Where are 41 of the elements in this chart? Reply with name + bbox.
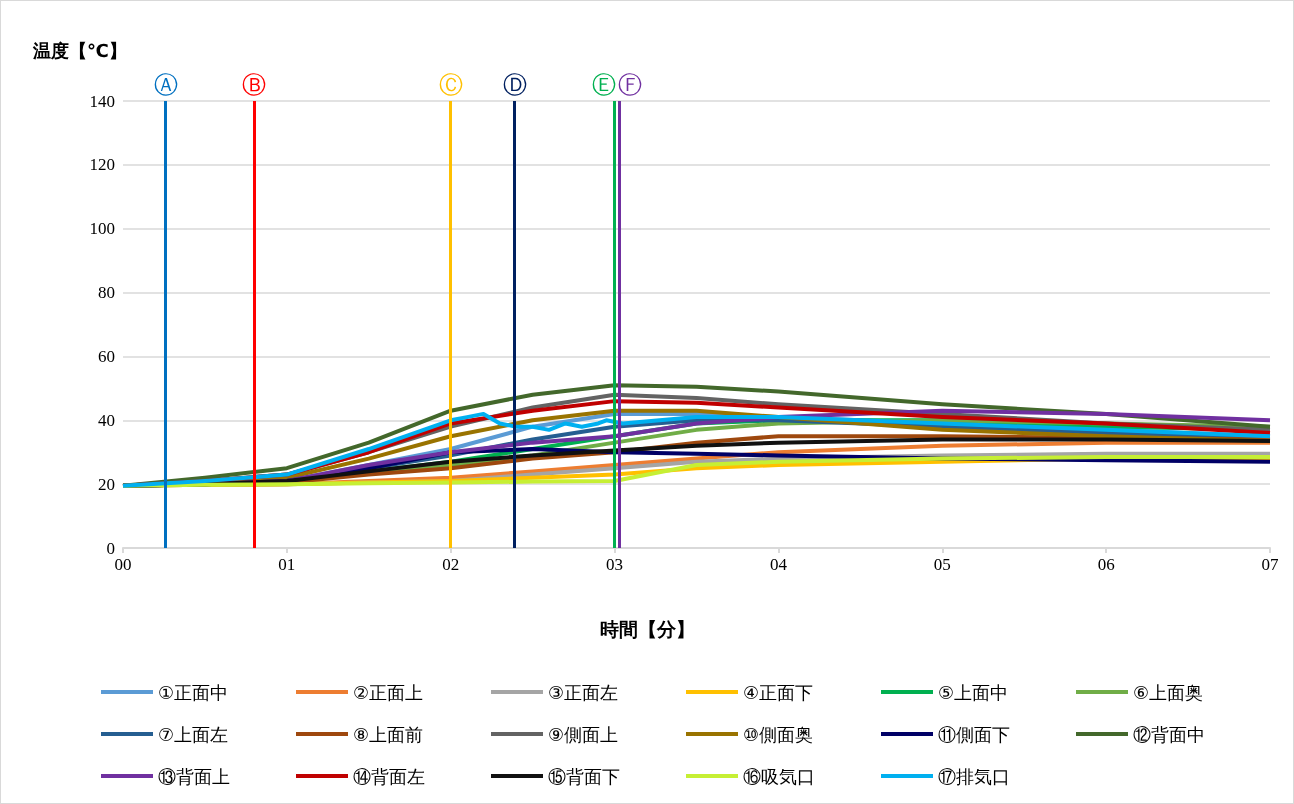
x-tick-label: 01 xyxy=(278,555,296,574)
ref-line-label: Ⓒ xyxy=(438,71,463,99)
y-axis-title: 温度【℃】 xyxy=(32,39,127,61)
ref-line-label: Ⓔ xyxy=(591,71,616,99)
y-tick-label: 40 xyxy=(98,410,115,430)
legend-label: ⑨側面上 xyxy=(548,723,619,745)
y-tick-label: 100 xyxy=(89,219,115,239)
legend-label: ②正面上 xyxy=(353,681,424,703)
legend-label: ④正面下 xyxy=(743,681,814,703)
ref-line-label: Ⓕ xyxy=(618,71,643,99)
legend-label: ⑤上面中 xyxy=(938,681,1009,703)
legend-label: ⑬背面上 xyxy=(158,765,230,787)
legend-label: ⑯吸気口 xyxy=(743,765,815,787)
x-tick-label: 07 xyxy=(1261,555,1279,574)
y-tick-label: 0 xyxy=(106,538,115,558)
x-tick-label: 04 xyxy=(769,555,788,574)
x-tick-label: 02 xyxy=(442,555,460,574)
x-tick-label: 00 xyxy=(114,555,132,574)
y-tick-label: 120 xyxy=(89,155,115,175)
y-tick-label: 140 xyxy=(89,91,115,111)
legend-label: ⑩側面奥 xyxy=(743,723,814,745)
x-tick-label: 05 xyxy=(933,555,951,574)
x-tick-label: 03 xyxy=(606,555,624,574)
legend-label: ③正面左 xyxy=(548,681,619,703)
legend-label: ①正面中 xyxy=(158,681,229,703)
x-axis-title: 時間【分】 xyxy=(599,617,695,640)
legend-label: ⑭背面左 xyxy=(353,765,425,787)
ref-line-label: Ⓑ xyxy=(242,71,267,99)
y-tick-label: 20 xyxy=(98,474,115,494)
ref-line-label: Ⓓ xyxy=(502,71,527,99)
legend-label: ⑪側面下 xyxy=(938,723,1010,745)
legend-label: ⑥上面奥 xyxy=(1133,681,1204,703)
legend-label: ⑧上面前 xyxy=(353,723,424,745)
x-tick-label: 06 xyxy=(1097,555,1115,574)
ref-line-label: Ⓐ xyxy=(153,71,178,99)
y-tick-label: 60 xyxy=(98,346,115,366)
y-tick-label: 80 xyxy=(98,283,115,303)
legend-label: ⑮背面下 xyxy=(548,765,620,787)
legend-label: ⑦上面左 xyxy=(158,723,229,745)
legend-label: ⑫背面中 xyxy=(1133,723,1205,745)
legend-label: ⑰排気口 xyxy=(938,765,1010,787)
